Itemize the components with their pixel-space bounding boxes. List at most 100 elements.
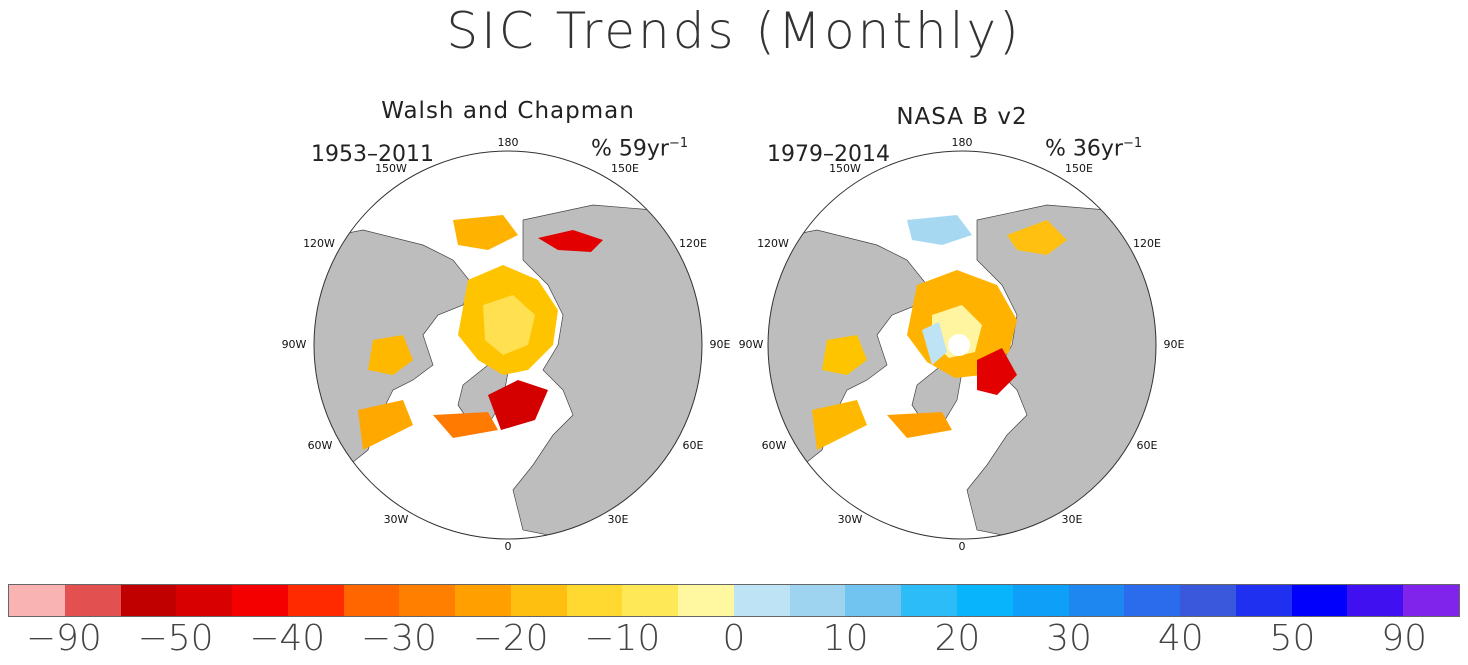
- trend-hudson-bay: [368, 335, 413, 375]
- trend-labrador: [812, 400, 867, 450]
- colorbar-cell: [789, 585, 846, 616]
- colorbar-tick-label: 10: [822, 618, 869, 659]
- colorbar-tick-label: −40: [249, 618, 326, 659]
- colorbar-tick-label: −20: [472, 618, 549, 659]
- trend-labrador: [358, 400, 413, 450]
- panel-period: 1953–2011: [311, 142, 434, 167]
- colorbar-tick-label: 90: [1381, 618, 1428, 659]
- trend-barents: [977, 348, 1017, 395]
- colorbar-cell: [566, 585, 623, 616]
- trend-canadian-light-blue: [922, 322, 947, 365]
- lon-label: 90E: [710, 338, 731, 351]
- lon-label: 180: [952, 136, 973, 149]
- lon-label: 30E: [608, 513, 629, 526]
- colorbar-cell: [64, 585, 121, 616]
- lon-label: 90W: [282, 338, 307, 351]
- lon-label: 60W: [308, 439, 333, 452]
- trend-okhotsk: [538, 230, 603, 252]
- colorbar-cell: [510, 585, 567, 616]
- colorbar-tick-label: 40: [1157, 618, 1204, 659]
- land-eurasia: [512, 204, 702, 539]
- colorbar-cell: [1291, 585, 1348, 616]
- unit-text: % 59yr: [591, 136, 669, 162]
- lon-label: 30W: [384, 513, 409, 526]
- lon-label: 120E: [1133, 237, 1161, 250]
- trend-hudson-bay: [822, 335, 867, 375]
- colorbar-cell: [957, 585, 1013, 616]
- lon-label: 0: [959, 540, 966, 553]
- lon-label: 0: [505, 540, 512, 553]
- trend-okhotsk: [1007, 220, 1067, 255]
- colorbar-cell: [1068, 585, 1125, 616]
- colorbar-tick-label: −50: [137, 618, 214, 659]
- colorbar-cell: [1124, 585, 1181, 616]
- colorbar-cell: [1403, 585, 1459, 616]
- colorbar-tick-label: 0: [722, 618, 746, 659]
- unit-text: % 36yr: [1045, 136, 1123, 162]
- colorbar-cell: [1235, 585, 1292, 616]
- colorbar-cell: [455, 585, 511, 616]
- panel-nasa-b-v2: 180 150W 150E 120W 120E 90W 90E 60W 60E …: [727, 90, 1197, 560]
- lon-label: 60W: [762, 439, 787, 452]
- unit-exponent: −1: [668, 136, 689, 151]
- map-frame: [313, 150, 703, 540]
- lon-label: 30E: [1062, 513, 1083, 526]
- lon-label: 150E: [1065, 162, 1093, 175]
- colorbar-cell: [343, 585, 400, 616]
- lon-label: 150W: [375, 162, 407, 175]
- trend-barents: [488, 380, 548, 430]
- colorbar-cell: [120, 585, 177, 616]
- trend-bering-blue: [907, 215, 972, 245]
- colorbar: [8, 584, 1460, 617]
- trend-greenland-sea: [887, 412, 952, 438]
- lon-label: 60E: [683, 439, 704, 452]
- map-frame: [767, 150, 1157, 540]
- colorbar-tick-label: 30: [1046, 618, 1092, 659]
- trend-greenland-sea: [433, 412, 498, 438]
- map-content: [314, 204, 702, 539]
- colorbar-cell: [176, 585, 233, 616]
- lon-label: 90W: [739, 338, 764, 351]
- lon-label: 150E: [611, 162, 639, 175]
- lon-label: 120W: [757, 237, 789, 250]
- colorbar-cell: [678, 585, 734, 616]
- lon-label: 60E: [1137, 439, 1158, 452]
- map-content: [768, 204, 1156, 539]
- colorbar-tick-label: −30: [360, 618, 437, 659]
- polar-map: 180 150W 150E 120W 120E 90W 90E 60W 60E …: [282, 136, 731, 553]
- colorbar-cell: [1347, 585, 1404, 616]
- lon-label: 180: [498, 136, 519, 149]
- colorbar-cell: [9, 585, 65, 616]
- panel-unit: % 59yr−1: [591, 136, 688, 161]
- colorbar-cell: [232, 585, 288, 616]
- lon-label: 120E: [679, 237, 707, 250]
- polar-map: 180 150W 150E 120W 120E 90W 90E 60W 60E …: [739, 136, 1185, 553]
- panel-unit: % 36yr−1: [1045, 136, 1142, 161]
- colorbar-cell: [845, 585, 902, 616]
- colorbar-labels: −90 −50 −40 −30 −20 −10 0 10 20 30 40 50 90: [0, 618, 1468, 664]
- colorbar-cell: [733, 585, 790, 616]
- panel-period: 1979–2014: [767, 142, 890, 167]
- colorbar-tick-label: −90: [25, 618, 102, 659]
- lon-label: 150W: [829, 162, 861, 175]
- lon-label: 90E: [1164, 338, 1185, 351]
- pole-hole: [948, 334, 970, 356]
- panel-walsh-chapman: 180 150W 150E 120W 120E 90W 90E 60W 60E …: [273, 90, 743, 560]
- colorbar-cell: [399, 585, 456, 616]
- unit-exponent: −1: [1122, 136, 1143, 151]
- colorbar-tick-label: −10: [584, 618, 661, 659]
- trend-bering: [453, 215, 518, 250]
- figure-title: SIC Trends (Monthly): [446, 2, 1022, 60]
- trend-central-light: [483, 295, 535, 355]
- lon-label: 120W: [303, 237, 335, 250]
- panel-title: Walsh and Chapman: [381, 98, 635, 124]
- colorbar-cell: [622, 585, 679, 616]
- colorbar-tick-label: 20: [934, 618, 981, 659]
- colorbar-cell: [1180, 585, 1236, 616]
- colorbar-cell: [901, 585, 958, 616]
- colorbar-cell: [287, 585, 344, 616]
- colorbar-cell: [1012, 585, 1069, 616]
- lon-label: 30W: [838, 513, 863, 526]
- colorbar-tick-label: 50: [1269, 618, 1316, 659]
- panel-title: NASA B v2: [896, 104, 1028, 130]
